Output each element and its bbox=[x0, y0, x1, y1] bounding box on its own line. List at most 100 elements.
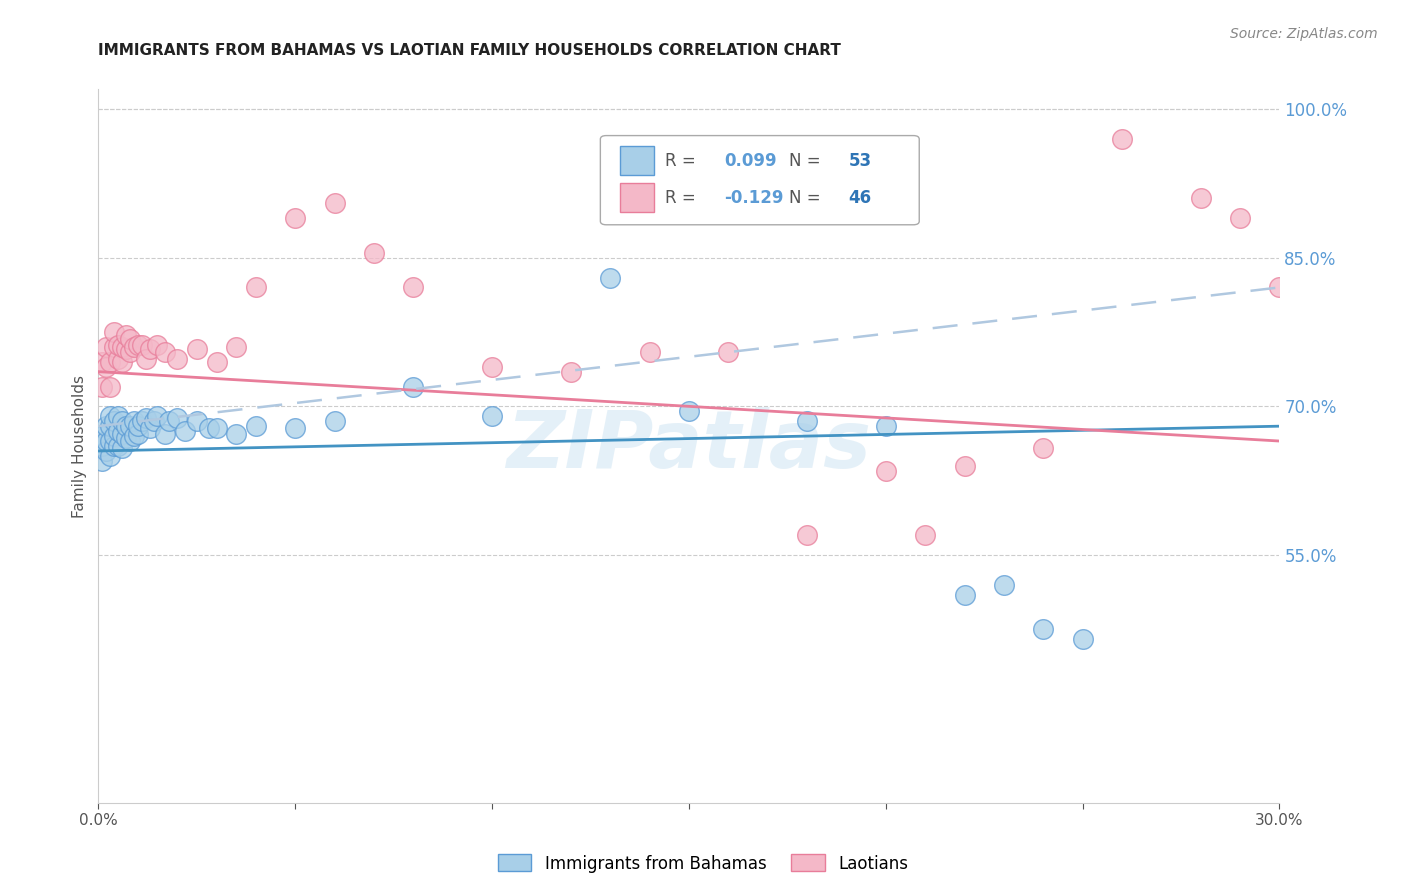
Point bbox=[98, 419, 121, 434]
Point bbox=[131, 414, 153, 428]
Point bbox=[118, 419, 141, 434]
Point bbox=[96, 434, 118, 448]
Point bbox=[98, 449, 121, 463]
Point bbox=[157, 414, 180, 428]
Point bbox=[1189, 191, 1212, 205]
Point bbox=[91, 355, 114, 369]
Point bbox=[323, 196, 346, 211]
Point bbox=[205, 355, 228, 369]
Point bbox=[96, 340, 118, 354]
Point bbox=[225, 340, 247, 354]
Point bbox=[146, 338, 169, 352]
Point bbox=[103, 414, 125, 428]
Point bbox=[1347, 419, 1369, 434]
Point bbox=[103, 325, 125, 339]
Point bbox=[103, 340, 125, 354]
Point bbox=[107, 424, 129, 438]
Point bbox=[96, 359, 118, 374]
Point bbox=[98, 379, 121, 393]
Point bbox=[118, 434, 141, 448]
Point bbox=[638, 344, 661, 359]
Point bbox=[127, 427, 149, 442]
Point bbox=[284, 211, 307, 225]
Point bbox=[91, 439, 114, 453]
Point bbox=[1032, 623, 1054, 637]
Point bbox=[98, 355, 121, 369]
Point bbox=[166, 351, 188, 366]
Point bbox=[993, 578, 1015, 592]
Text: 53: 53 bbox=[848, 152, 872, 169]
Point bbox=[323, 414, 346, 428]
Point bbox=[953, 458, 976, 473]
Point bbox=[402, 280, 425, 294]
Text: IMMIGRANTS FROM BAHAMAS VS LAOTIAN FAMILY HOUSEHOLDS CORRELATION CHART: IMMIGRANTS FROM BAHAMAS VS LAOTIAN FAMIL… bbox=[98, 43, 841, 58]
FancyBboxPatch shape bbox=[620, 184, 654, 212]
Point bbox=[1229, 211, 1251, 225]
Text: R =: R = bbox=[665, 189, 702, 207]
Point bbox=[118, 344, 141, 359]
Point bbox=[115, 328, 138, 343]
Point bbox=[107, 338, 129, 352]
Point bbox=[107, 439, 129, 453]
Point bbox=[111, 414, 134, 428]
Point bbox=[717, 344, 740, 359]
Point bbox=[245, 419, 267, 434]
Point bbox=[186, 414, 208, 428]
Point bbox=[98, 409, 121, 424]
Point bbox=[122, 414, 145, 428]
Point bbox=[186, 342, 208, 356]
Point bbox=[284, 421, 307, 435]
Point bbox=[127, 338, 149, 352]
Point bbox=[174, 424, 197, 438]
Point bbox=[796, 414, 818, 428]
Text: 0.099: 0.099 bbox=[724, 152, 778, 169]
Point bbox=[96, 444, 118, 458]
Point bbox=[91, 379, 114, 393]
Point bbox=[111, 441, 134, 455]
Point bbox=[197, 421, 219, 435]
Point bbox=[914, 528, 936, 542]
Text: N =: N = bbox=[789, 152, 827, 169]
Text: R =: R = bbox=[665, 152, 702, 169]
Text: -0.129: -0.129 bbox=[724, 189, 785, 207]
Point bbox=[481, 359, 503, 374]
Point bbox=[363, 245, 385, 260]
Point bbox=[142, 414, 165, 428]
Point bbox=[135, 411, 157, 425]
Text: N =: N = bbox=[789, 189, 827, 207]
Point bbox=[107, 409, 129, 424]
Point bbox=[98, 434, 121, 448]
Point bbox=[599, 270, 621, 285]
Point bbox=[118, 332, 141, 346]
Point bbox=[205, 421, 228, 435]
Point bbox=[131, 338, 153, 352]
Point bbox=[953, 588, 976, 602]
Point bbox=[115, 419, 138, 434]
Point bbox=[103, 429, 125, 443]
Point bbox=[402, 379, 425, 393]
Y-axis label: Family Households: Family Households bbox=[72, 375, 87, 517]
Point bbox=[678, 404, 700, 418]
Point bbox=[138, 421, 160, 435]
Point bbox=[107, 351, 129, 366]
Point bbox=[875, 464, 897, 478]
Point bbox=[875, 419, 897, 434]
Point bbox=[1111, 132, 1133, 146]
Point bbox=[111, 355, 134, 369]
Point bbox=[111, 340, 134, 354]
Legend: Immigrants from Bahamas, Laotians: Immigrants from Bahamas, Laotians bbox=[491, 847, 915, 880]
Point bbox=[1268, 280, 1291, 294]
Point bbox=[96, 419, 118, 434]
Point bbox=[146, 409, 169, 424]
FancyBboxPatch shape bbox=[620, 146, 654, 175]
Text: ZIPatlas: ZIPatlas bbox=[506, 407, 872, 485]
Text: Source: ZipAtlas.com: Source: ZipAtlas.com bbox=[1230, 27, 1378, 41]
Point bbox=[138, 342, 160, 356]
Point bbox=[135, 351, 157, 366]
Point bbox=[225, 427, 247, 442]
Point bbox=[166, 411, 188, 425]
Point bbox=[1032, 441, 1054, 455]
Point bbox=[481, 409, 503, 424]
FancyBboxPatch shape bbox=[600, 136, 920, 225]
Point bbox=[122, 429, 145, 443]
